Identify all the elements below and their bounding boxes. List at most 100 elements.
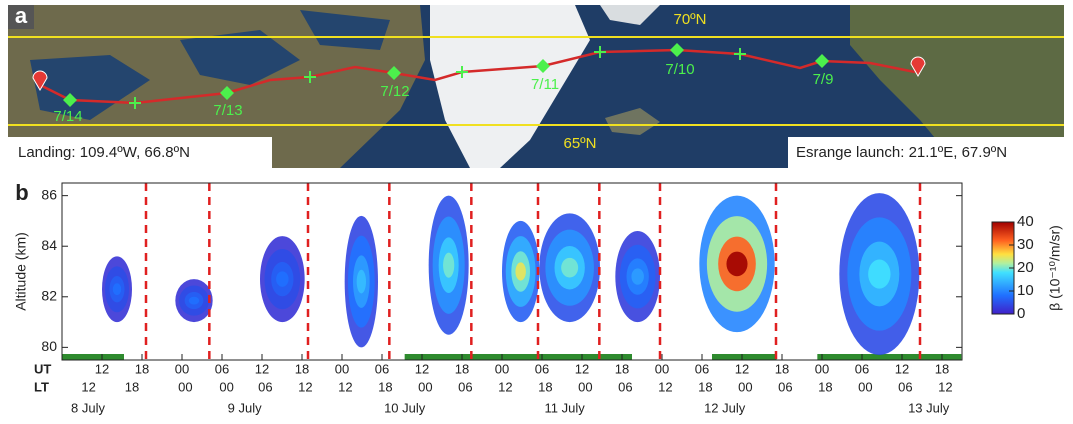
y-tick-label: 86 [41,186,57,202]
x-tick-label: 06 [215,361,229,376]
date-marker [815,54,829,68]
x-tick-label: 06 [375,361,389,376]
lt-tick-label: 12 [298,379,312,394]
panel-label: a [15,3,28,28]
x-tick-label: 00 [335,361,349,376]
echo [188,296,200,305]
lt-tick-label: 00 [219,379,233,394]
echo [112,283,122,296]
x-tick-label: 12 [415,361,429,376]
lt-tick-label: 12 [498,379,512,394]
lat-label: 65ºN [564,135,597,152]
day-label: 9 July [228,400,262,415]
echo [356,269,367,294]
y-tick-label: 84 [41,237,57,253]
x-tick-label: 12 [255,361,269,376]
x-tick-label: 18 [455,361,469,376]
date-label: 7/9 [813,71,834,88]
label-box [8,5,34,29]
launch-label: Esrange launch: 21.1ºE, 67.9ºN [796,144,1007,161]
lt-tick-label: 18 [538,379,552,394]
pin [32,56,926,91]
colorbar-label: β (10⁻¹⁰/m/sr) [1047,225,1063,311]
echo [276,271,289,287]
daylight-bar [817,354,962,360]
greenland [430,5,590,168]
x-tick-label: 12 [95,361,109,376]
lt-tick-label: 18 [698,379,712,394]
echo [515,262,526,281]
x-tick-label: 06 [695,361,709,376]
y-tick-label: 82 [41,287,57,303]
label-box [8,137,272,168]
lt-tick-label: 06 [778,379,792,394]
date-label: 7/14 [53,108,82,125]
lt-tick-label: 00 [178,379,192,394]
lt-tick-label: 12 [338,379,352,394]
row-label: UT [34,361,51,376]
lt-tick-label: 06 [898,379,912,394]
x-tick-label: 06 [855,361,869,376]
panel-label: b [15,180,28,205]
map-water [30,10,390,120]
lt-tick-label: 12 [658,379,672,394]
date-marker [670,43,684,57]
y-tick-label: 80 [41,338,57,354]
colorbar-tick-label: 30 [1017,236,1034,253]
echo [726,251,748,277]
day-label: 13 July [908,400,950,415]
echo [868,259,891,289]
lt-tick-label: 06 [258,379,272,394]
echo [631,268,644,285]
lt-tick-label: 06 [458,379,472,394]
lt-tick-label: 18 [378,379,392,394]
colorbar-tick-label: 40 [1017,213,1034,230]
x-tick-label: 12 [735,361,749,376]
date-marker [387,66,401,80]
day-label: 8 July [71,400,105,415]
label-box [788,137,1064,168]
x-tick-label: 00 [655,361,669,376]
daylight-bar [712,354,777,360]
colorbar-tick-label: 0 [1017,305,1025,322]
colorbar-tick-label: 20 [1017,259,1034,276]
x-tick-label: 06 [535,361,549,376]
x-tick-label: 12 [895,361,909,376]
daylight-bar [404,354,632,360]
lt-tick-label: 18 [818,379,832,394]
x-tick-label: 18 [775,361,789,376]
y-axis-label: Altitude (km) [13,232,29,311]
colorbar-tick-label: 10 [1017,282,1034,299]
date-label: 7/13 [213,102,242,119]
x-tick-label: 00 [495,361,509,376]
x-tick-label: 12 [575,361,589,376]
x-tick-label: 18 [935,361,949,376]
x-tick-label: 18 [615,361,629,376]
track-cross [129,46,746,109]
date-marker [536,59,550,73]
date-label: 7/10 [665,61,694,78]
x-tick-label: 18 [295,361,309,376]
lt-tick-label: 00 [738,379,752,394]
echo [561,257,579,278]
lt-tick-label: 12 [938,379,952,394]
map: a 70ºN 65ºN Landing: 109.4ºW, 66.8ºN Esr… [8,3,1064,168]
lt-tick-label: 06 [618,379,632,394]
lt-tick-label: 00 [858,379,872,394]
lat-label: 70ºN [674,11,707,28]
day-label: 12 July [704,400,746,415]
landing-label: Landing: 109.4ºW, 66.8ºN [18,144,190,161]
lt-tick-label: 12 [81,379,95,394]
iceland [605,108,660,135]
day-label: 11 July [545,400,586,415]
lt-tick-label: 00 [578,379,592,394]
lt-tick-label: 00 [418,379,432,394]
lt-tick-label: 18 [125,379,139,394]
x-tick-label: 18 [135,361,149,376]
flight-track [39,48,916,105]
svalbard [600,5,660,25]
echo [443,252,455,278]
date-marker [63,93,77,107]
row-label: LT [34,379,49,394]
